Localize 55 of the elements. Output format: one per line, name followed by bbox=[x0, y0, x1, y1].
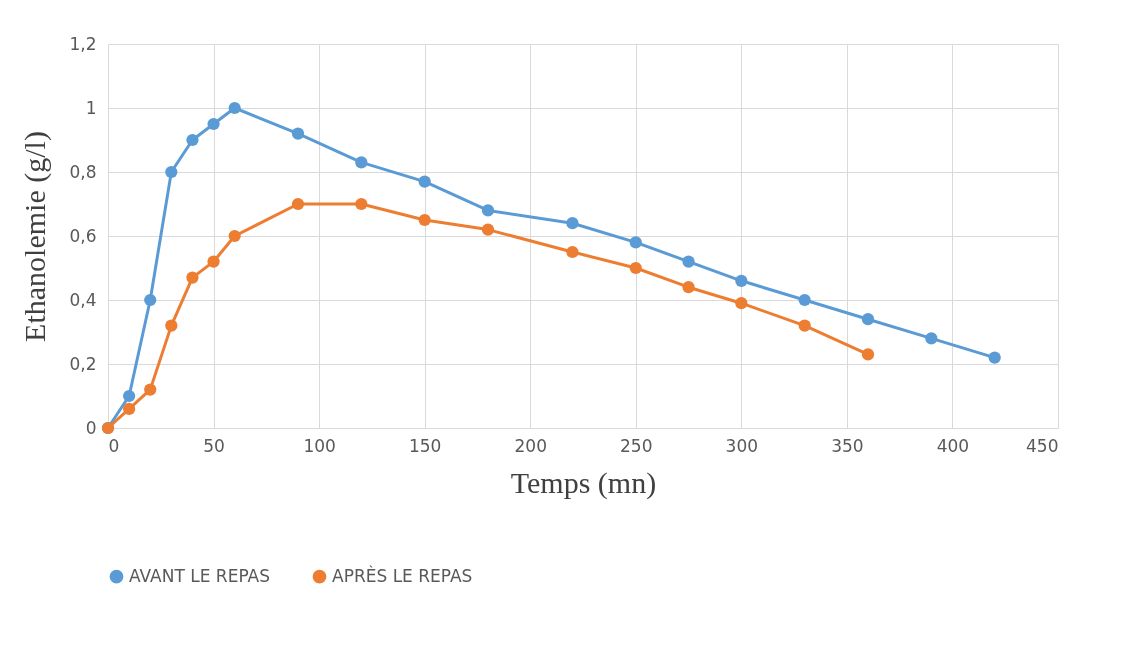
point bbox=[566, 245, 579, 259]
legend-label: AVANT LE REPAS bbox=[129, 565, 270, 586]
point bbox=[735, 297, 748, 310]
point bbox=[861, 313, 875, 326]
point bbox=[629, 261, 642, 275]
point bbox=[735, 274, 748, 287]
x-tick-label: 150 bbox=[408, 435, 442, 456]
point bbox=[355, 197, 368, 211]
x-tick-label: 450 bbox=[1026, 435, 1059, 456]
y-axis-title: Ethanolemie (g/l) bbox=[18, 131, 53, 342]
point bbox=[798, 319, 811, 332]
point bbox=[291, 127, 305, 140]
point bbox=[566, 217, 579, 230]
point bbox=[418, 175, 431, 188]
point bbox=[228, 229, 241, 243]
x-tick-label: 100 bbox=[303, 435, 336, 456]
x-tick-label: 200 bbox=[514, 435, 547, 456]
point bbox=[682, 281, 695, 294]
point bbox=[861, 348, 875, 361]
point bbox=[144, 293, 157, 307]
y-tick-label: 1,2 bbox=[69, 33, 97, 54]
legend-label: APRÈS LE REPAS bbox=[332, 564, 473, 586]
point bbox=[481, 223, 495, 236]
point bbox=[988, 351, 1001, 364]
point bbox=[122, 389, 136, 403]
point bbox=[682, 255, 695, 268]
point bbox=[228, 101, 241, 115]
y-tick-label: 0 bbox=[85, 417, 97, 438]
x-tick-label: 50 bbox=[203, 435, 225, 456]
point bbox=[207, 255, 220, 268]
x-axis-title: Temps (mn) bbox=[510, 465, 657, 500]
point bbox=[291, 197, 305, 211]
y-tick-label: 0,6 bbox=[69, 225, 97, 246]
point bbox=[165, 165, 178, 179]
point bbox=[481, 204, 495, 217]
point bbox=[122, 402, 136, 415]
y-tick-label: 0,2 bbox=[69, 353, 97, 374]
point bbox=[355, 156, 368, 169]
x-tick-label: 350 bbox=[831, 435, 864, 456]
point bbox=[186, 133, 199, 147]
y-tick-label: 1 bbox=[85, 97, 97, 118]
x-tick-label: 300 bbox=[725, 435, 759, 456]
y-tick-label: 0,8 bbox=[69, 161, 97, 182]
x-tick-label: 250 bbox=[620, 435, 653, 456]
point bbox=[144, 383, 157, 396]
y-tick-label: 0,4 bbox=[69, 289, 97, 310]
x-tick-label: 400 bbox=[936, 435, 970, 456]
x-tick-label: 0 bbox=[108, 435, 120, 456]
point bbox=[165, 319, 178, 332]
point bbox=[798, 293, 811, 307]
point bbox=[207, 117, 220, 131]
point bbox=[925, 332, 938, 345]
point bbox=[186, 271, 199, 284]
point bbox=[418, 213, 431, 227]
point bbox=[629, 236, 642, 249]
